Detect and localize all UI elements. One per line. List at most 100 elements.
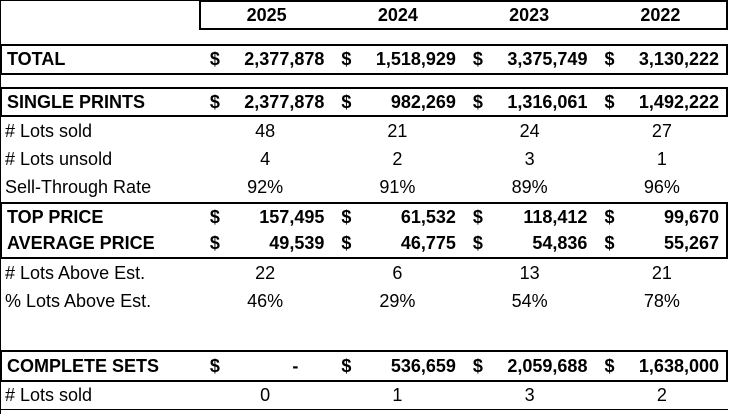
cell-value: 3 [524, 385, 535, 405]
money-cell: $54,836 [463, 231, 595, 258]
cell-value: 982,269 [390, 91, 456, 112]
cell-value: 1,316,061 [507, 91, 588, 112]
currency-symbol: $ [341, 206, 352, 227]
currency-symbol: $ [472, 206, 483, 227]
currency-symbol: $ [604, 91, 615, 112]
cell-value: 29% [379, 290, 416, 311]
row-label: COMPLETE SETS [7, 355, 160, 376]
single-prints-box: SINGLE PRINTS $2,377,878 $982,269 $1,316… [0, 87, 728, 117]
row-label: SINGLE PRINTS [7, 91, 146, 112]
cell-value: 13 [519, 262, 540, 283]
money-cell: $157,495 [200, 204, 332, 231]
cell-value: 96% [643, 177, 680, 197]
cell-value: 21 [651, 262, 672, 283]
money-cell: $61,532 [331, 204, 463, 231]
cell-value: 49,539 [269, 233, 325, 254]
cell-value: 48 [255, 120, 276, 141]
money-cell: $46,775 [331, 231, 463, 258]
currency-symbol: $ [209, 49, 220, 69]
cell-value: 157,495 [259, 206, 325, 227]
year-header-box: 2025 2024 2023 2022 [199, 0, 728, 30]
row-lots-above-est: # Lots Above Est. 22 6 13 21 [0, 259, 728, 287]
cell-value: 2 [656, 385, 667, 405]
cell-value: 3,130,222 [638, 49, 719, 69]
cell-value: 89% [511, 177, 548, 197]
row-top-price: TOP PRICE $157,495 $61,532 $118,412 $99,… [2, 204, 726, 231]
column-header-2024: 2024 [377, 4, 418, 25]
header-row: 2025 2024 2023 2022 [0, 0, 728, 30]
cell-value: 91% [379, 177, 416, 197]
total-box: TOTAL $2,377,878 $1,518,929 $3,375,749 $… [0, 44, 728, 75]
cell-value: 54,836 [532, 233, 588, 254]
currency-symbol: $ [604, 49, 615, 69]
money-cell: $1,518,929 [331, 46, 463, 73]
cell-value: 2,377,878 [244, 91, 325, 112]
money-cell: $1,638,000 [594, 352, 726, 380]
cell-value: 4 [260, 148, 271, 169]
row-lots-sold: # Lots sold 48 21 24 27 [0, 117, 728, 145]
row-sell-through-rate: Sell-Through Rate 92% 91% 89% 96% [0, 173, 728, 202]
cell-value: 0 [260, 385, 271, 405]
money-cell: $99,670 [594, 204, 726, 231]
money-cell: $982,269 [331, 89, 463, 115]
money-cell: $3,375,749 [463, 46, 595, 73]
cell-value: 1,492,222 [638, 91, 719, 112]
cell-value: 22 [255, 262, 276, 283]
complete-sets-box: COMPLETE SETS $ - $536,659 $2,059,688 $1,… [0, 350, 728, 382]
cell-value: 118,412 [523, 206, 588, 227]
cell-value: 27 [651, 120, 672, 141]
price-box: TOP PRICE $157,495 $61,532 $118,412 $99,… [0, 202, 728, 259]
currency-symbol: $ [209, 206, 220, 227]
money-cell: $1,316,061 [463, 89, 595, 115]
cell-value: 46,775 [400, 233, 456, 254]
cell-value: 24 [519, 120, 540, 141]
cell-value: 1,638,000 [638, 355, 719, 376]
spacer-row [0, 315, 728, 350]
spacer-row [0, 75, 728, 87]
currency-symbol: $ [604, 206, 615, 227]
cell-value: 21 [387, 120, 408, 141]
row-total: TOTAL $2,377,878 $1,518,929 $3,375,749 $… [2, 46, 726, 73]
cell-value: 1,518,929 [375, 49, 456, 69]
cell-value: 2,377,878 [244, 49, 325, 69]
row-label: # Lots sold [5, 120, 93, 141]
row-lots-unsold: # Lots unsold 4 2 3 1 [0, 145, 728, 173]
currency-symbol: $ [209, 91, 220, 112]
cell-value: 3 [524, 148, 535, 169]
cell-value: - [292, 355, 299, 376]
cell-value: 2 [392, 148, 403, 169]
currency-symbol: $ [209, 233, 220, 254]
money-cell: $536,659 [331, 352, 463, 380]
row-sets-lots-sold: # Lots sold 0 1 3 2 [0, 382, 728, 409]
cell-value: 536,659 [390, 355, 456, 376]
row-label: # Lots Above Est. [5, 262, 146, 283]
cell-value: 3,375,749 [507, 49, 588, 69]
currency-symbol: $ [341, 233, 352, 254]
row-label: TOP PRICE [7, 206, 104, 227]
currency-symbol: $ [341, 91, 352, 112]
row-pct-lots-above-est: % Lots Above Est. 46% 29% 54% 78% [0, 287, 728, 315]
currency-symbol: $ [472, 355, 483, 376]
money-cell: $49,539 [200, 231, 332, 258]
row-single-prints: SINGLE PRINTS $2,377,878 $982,269 $1,316… [2, 89, 726, 115]
cell-value: 6 [392, 262, 403, 283]
column-header-2022: 2022 [640, 4, 681, 25]
cell-value: 1 [392, 385, 403, 405]
cell-value: 99,670 [663, 206, 719, 227]
row-label: # Lots unsold [5, 148, 113, 169]
table-top-border [0, 0, 199, 1]
currency-symbol: $ [604, 233, 615, 254]
currency-symbol: $ [472, 49, 483, 69]
currency-symbol: $ [341, 49, 352, 69]
cell-value: 46% [247, 290, 284, 311]
money-cell: $55,267 [594, 231, 726, 258]
row-label: Sell-Through Rate [5, 177, 152, 197]
column-header-2023: 2023 [509, 4, 550, 25]
currency-symbol: $ [209, 355, 220, 376]
row-label: # Lots sold [5, 385, 93, 405]
column-header-2025: 2025 [246, 4, 287, 25]
cell-value: 2,059,688 [507, 355, 588, 376]
money-cell: $2,059,688 [463, 352, 595, 380]
currency-symbol: $ [341, 355, 352, 376]
